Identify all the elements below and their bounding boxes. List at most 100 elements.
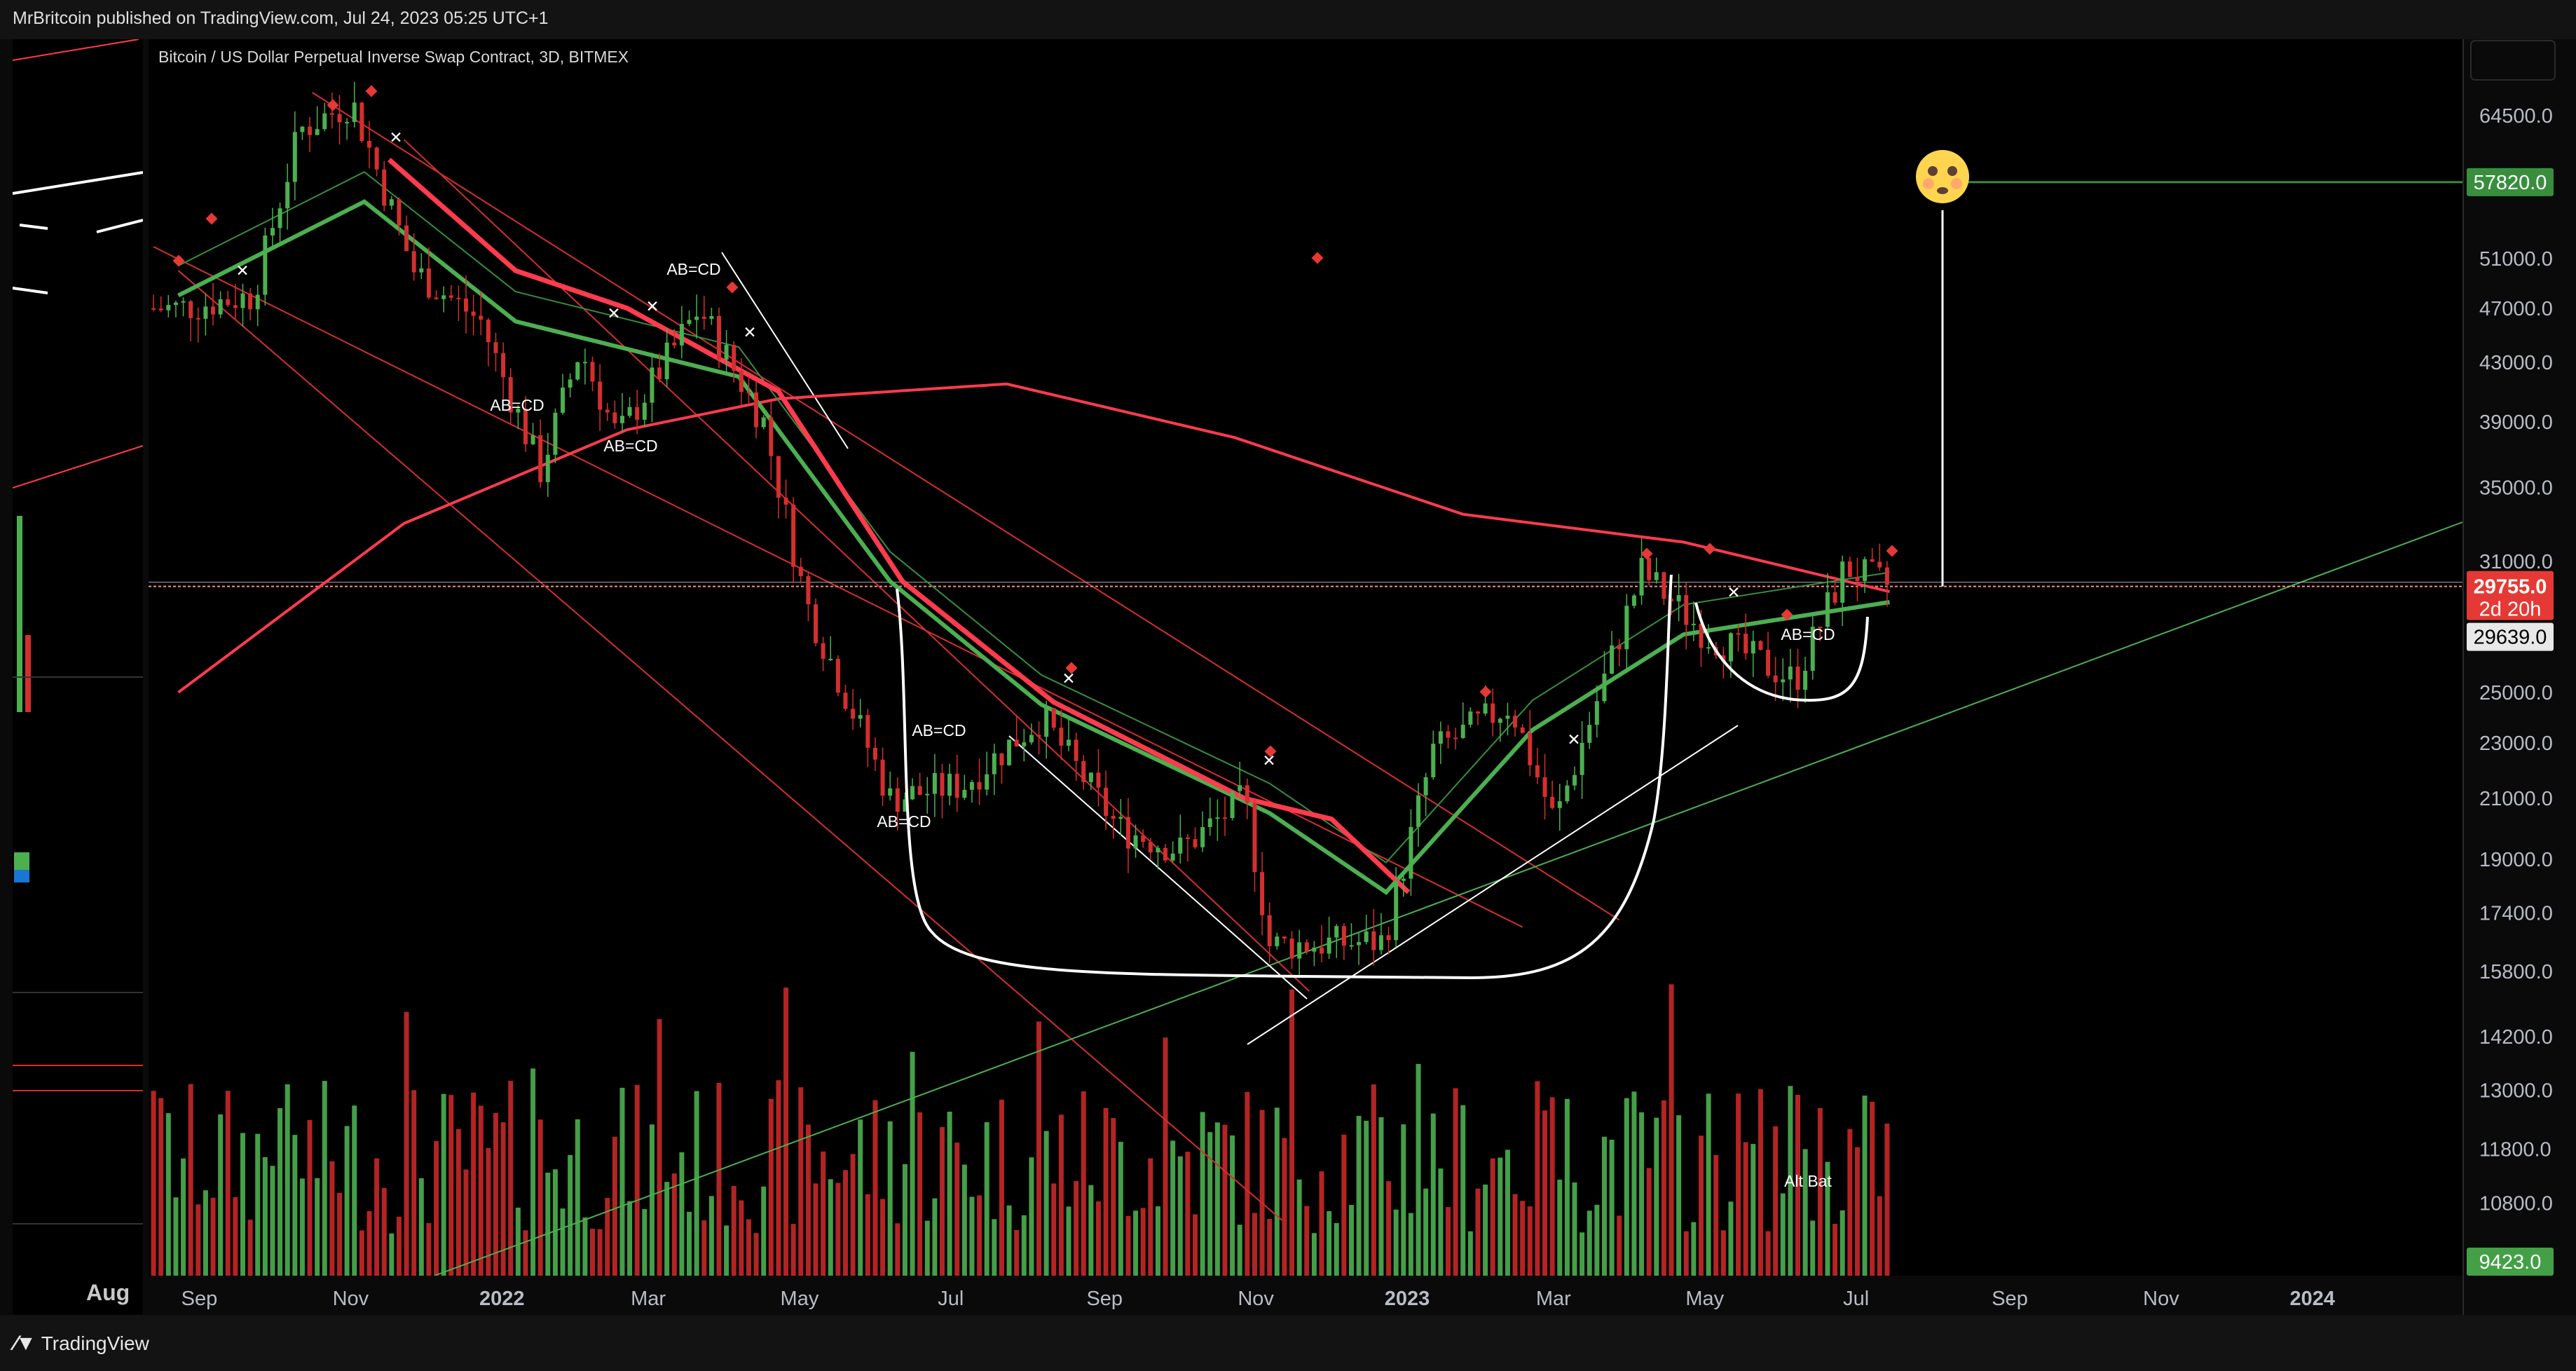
candle-body [746, 392, 751, 394]
volume-bar [352, 1105, 357, 1276]
volume-bar [664, 1182, 670, 1276]
volume-bar [1207, 1132, 1213, 1276]
candle-body [590, 362, 595, 382]
sell-signal-marker [1264, 745, 1277, 758]
candle-body [561, 387, 566, 413]
volume-bar [1580, 1232, 1585, 1276]
candle-body [1550, 796, 1555, 808]
candle-body [694, 316, 699, 320]
candle-body [1081, 760, 1086, 782]
volume-bar [515, 1207, 521, 1276]
volume-bar [1155, 1206, 1160, 1276]
candle-body [1252, 803, 1257, 873]
candle-body [278, 208, 282, 228]
y-tick-label: 21000.0 [2479, 788, 2553, 810]
volume-bar [1327, 1210, 1332, 1276]
volume-bar [337, 1192, 343, 1276]
candle-body [233, 305, 238, 308]
volume-bar [181, 1158, 186, 1276]
candle-body [985, 774, 989, 790]
secondary-price-label-bg [2467, 622, 2554, 651]
volume-bar [999, 1099, 1004, 1276]
candle-layer [151, 81, 1889, 978]
volume-bar [1163, 1037, 1168, 1276]
volume-bar [1408, 1213, 1413, 1276]
candle-body [1877, 561, 1882, 568]
x-tick-label: 2023 [1385, 1288, 1430, 1310]
volume-bar [1832, 1224, 1838, 1276]
volume-bar [210, 1197, 216, 1276]
volume-bar [188, 1084, 193, 1276]
sell-signal-marker [1479, 686, 1492, 698]
candle-body [1282, 936, 1287, 939]
candle-body [575, 362, 580, 380]
candle-body [203, 306, 208, 319]
volume-bar [463, 1169, 469, 1276]
volume-bar [455, 1128, 461, 1276]
pattern-annotation: Alt Bat [1784, 1172, 1832, 1190]
volume-bar [1825, 1161, 1830, 1276]
volume-bar [203, 1190, 208, 1276]
volume-bar [1006, 1205, 1012, 1276]
volume-bar [768, 1098, 774, 1276]
candle-body [814, 604, 818, 643]
candle-body [1721, 655, 1726, 662]
candle-body [374, 147, 379, 170]
candle-body [1684, 594, 1689, 625]
price-axis-bg [2464, 39, 2576, 1315]
volume-bar [1617, 1215, 1622, 1276]
candle-body [1357, 941, 1362, 946]
pattern-annotation: AB=CD [877, 812, 931, 831]
candle-body [1207, 818, 1212, 827]
candle-body [322, 113, 327, 130]
candle-body [1067, 739, 1071, 746]
pattern-annotation: AB=CD [1781, 625, 1835, 643]
volume-bar [1758, 1089, 1763, 1276]
signal-x-marker: ✕ [1262, 751, 1275, 770]
candle-body [1378, 935, 1383, 950]
volume-bar [359, 1230, 364, 1276]
tradingview-logo-icon: ⁄▼ [14, 1332, 36, 1355]
candle-body [1125, 817, 1130, 849]
signal-x-marker: ✕ [1567, 730, 1580, 749]
volume-bar [1795, 1095, 1801, 1276]
candle-body [1587, 725, 1592, 743]
candle-body [308, 126, 313, 135]
x-tick-label: Sep [1086, 1288, 1123, 1310]
candle-body [329, 113, 334, 115]
volume-bar [299, 1178, 305, 1276]
candle-body [1468, 711, 1473, 725]
volume-bar [1051, 1183, 1057, 1276]
volume-bar [694, 1091, 699, 1276]
candle-body [1371, 931, 1376, 950]
sell-signal-marker [726, 281, 739, 294]
chart-title: Bitcoin / US Dollar Perpetual Inverse Sw… [158, 48, 629, 66]
volume-bar [285, 1084, 290, 1276]
volume-bar [568, 1154, 573, 1276]
volume-bar [619, 1087, 625, 1276]
volume-bar [1133, 1210, 1139, 1276]
volume-bar [917, 1112, 923, 1276]
y-tick-label: 64500.0 [2479, 105, 2553, 128]
candle-body [516, 409, 521, 413]
candle-body [166, 305, 171, 311]
ema-200-line [177, 382, 1890, 694]
candle-body [181, 301, 186, 303]
candle-body [1260, 872, 1265, 915]
candle-body [732, 345, 737, 371]
candle-body [404, 225, 409, 252]
volume-bar [1542, 1110, 1548, 1276]
candle-body [1334, 926, 1339, 938]
volume-bar [679, 1152, 685, 1276]
candle-body [1036, 735, 1041, 737]
emoji-eye [1947, 166, 1957, 176]
candle-body [1572, 775, 1577, 786]
volume-bar [1304, 1206, 1310, 1276]
tradingview-logo[interactable]: ⁄▼ TradingView [14, 1332, 149, 1356]
volume-bar [1654, 1117, 1659, 1276]
volume-bar [537, 1119, 543, 1276]
candle-body [1051, 708, 1056, 728]
x-tick-label: Sep [1992, 1288, 2028, 1310]
candle-body [1007, 739, 1012, 765]
candle-body [1245, 785, 1249, 803]
